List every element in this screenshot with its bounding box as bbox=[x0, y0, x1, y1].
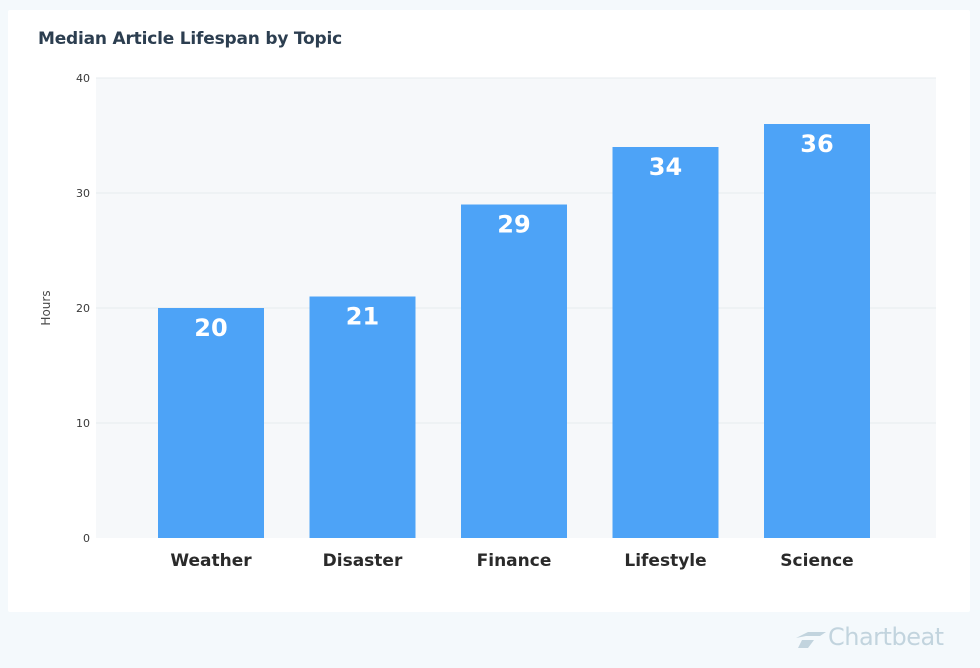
x-tick-label: Weather bbox=[170, 551, 252, 571]
chartbeat-logo: Chartbeat bbox=[794, 622, 944, 656]
bar-lifestyle bbox=[612, 147, 719, 538]
y-tick-label: 40 bbox=[76, 72, 90, 85]
y-tick-label: 20 bbox=[76, 302, 90, 315]
value-label: 20 bbox=[194, 314, 227, 342]
x-tick-label: Science bbox=[780, 551, 853, 571]
chart-title: Median Article Lifespan by Topic bbox=[38, 29, 343, 49]
x-tick-label: Lifestyle bbox=[624, 551, 706, 571]
bar-finance bbox=[461, 204, 567, 538]
bar-disaster bbox=[309, 296, 416, 538]
y-axis-ticks: 0 10 20 30 40 bbox=[76, 72, 90, 545]
x-tick-label: Disaster bbox=[323, 551, 403, 571]
y-axis-label: Hours bbox=[39, 290, 53, 325]
chartbeat-logo-icon bbox=[796, 632, 826, 648]
chartbeat-logo-text: Chartbeat bbox=[828, 623, 944, 651]
value-label: 21 bbox=[346, 303, 379, 331]
value-labels: 20 21 29 34 36 bbox=[194, 130, 833, 342]
bar-science bbox=[764, 124, 870, 538]
value-label: 29 bbox=[497, 211, 530, 239]
bar-weather bbox=[158, 308, 264, 538]
bars bbox=[158, 124, 870, 538]
x-axis-ticks: Weather Disaster Finance Lifestyle Science bbox=[170, 551, 853, 571]
value-label: 36 bbox=[800, 130, 833, 158]
value-label: 34 bbox=[649, 153, 682, 181]
y-tick-label: 10 bbox=[76, 417, 90, 430]
y-tick-label: 30 bbox=[76, 187, 90, 200]
x-tick-label: Finance bbox=[477, 551, 552, 571]
y-tick-label: 0 bbox=[83, 532, 90, 545]
